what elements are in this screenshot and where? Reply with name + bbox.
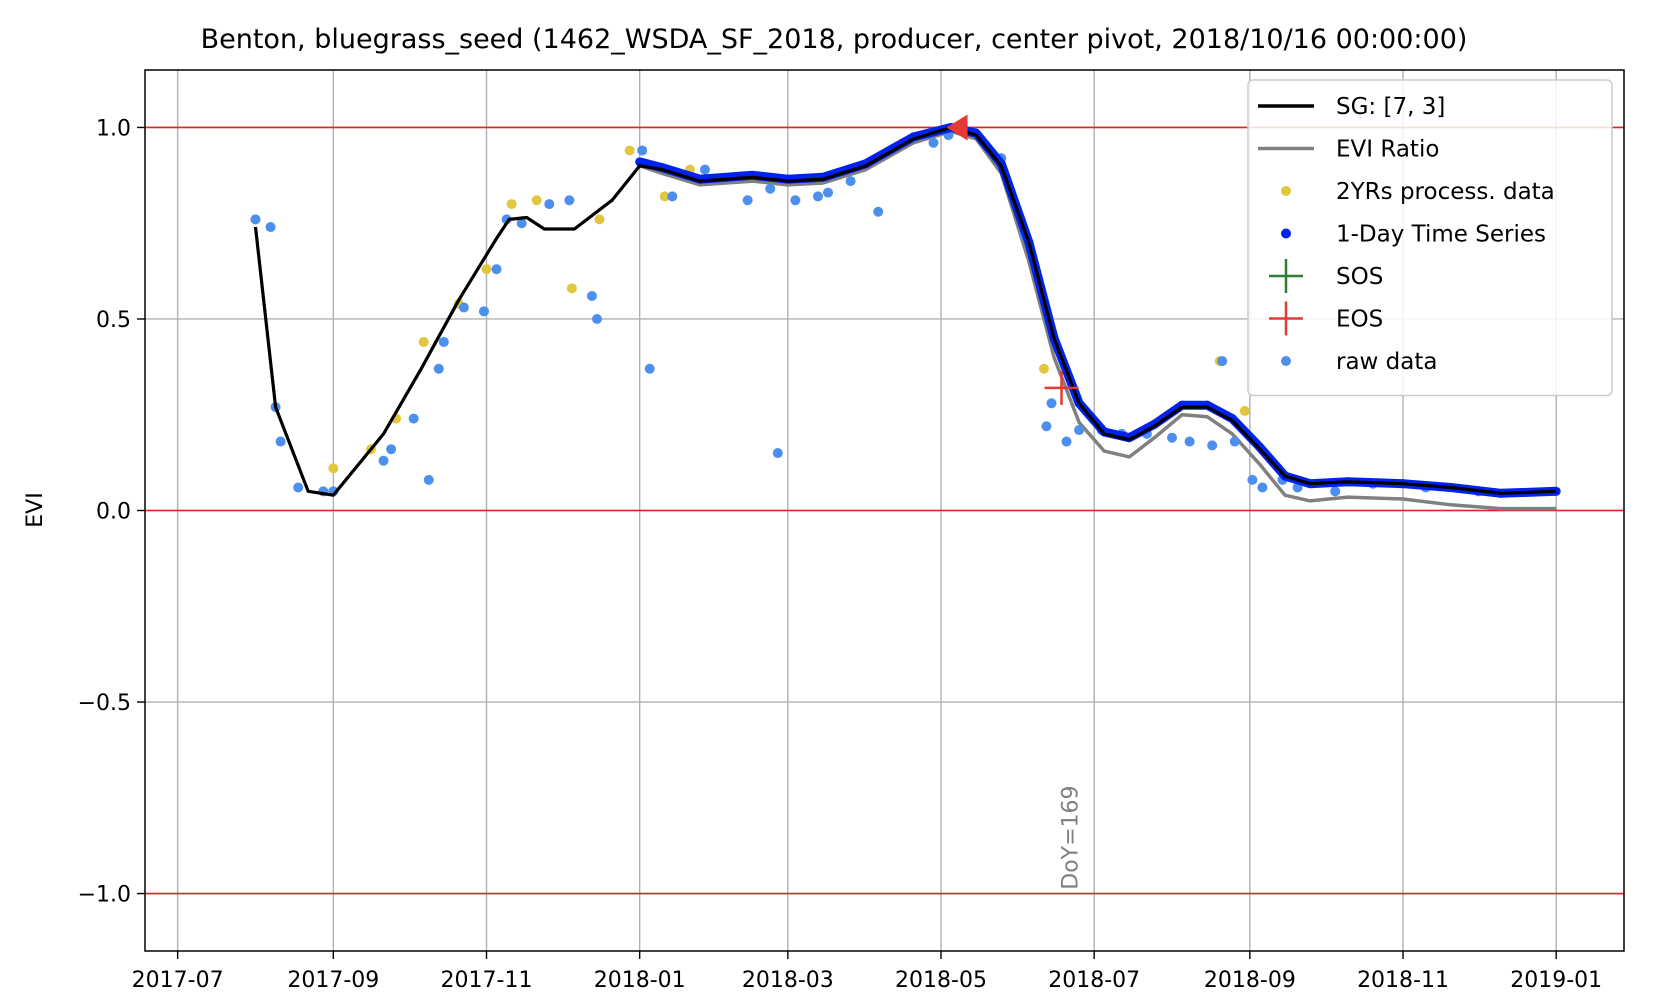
x-tick-label: 2018-11	[1357, 968, 1449, 993]
annotations: DoY=169	[1059, 785, 1084, 889]
legend-box	[1247, 79, 1613, 397]
raw-data-point	[564, 195, 575, 206]
raw-data-point	[458, 302, 469, 313]
sg-line	[253, 125, 1557, 497]
raw-data-point	[1074, 425, 1085, 436]
raw-data-point	[823, 187, 834, 198]
legend-swatch-dot	[1281, 356, 1291, 366]
peak-triangle-marker	[946, 114, 968, 141]
raw-data-point	[423, 474, 434, 485]
raw-data-point	[1167, 432, 1178, 443]
legend-label: 1-Day Time Series	[1336, 222, 1546, 248]
raw-data-point	[591, 313, 602, 324]
raw-data-point	[765, 183, 776, 194]
raw-data-point	[586, 290, 597, 301]
raw-data-point	[491, 264, 502, 275]
raw-data-point	[845, 176, 856, 187]
raw-data-point	[433, 363, 444, 374]
y-tick-label: 0.0	[96, 500, 131, 525]
x-axis: 2017-07 2017-09 2017-11 2018-01 2018-03 2018-…	[132, 951, 1602, 993]
legend-label: SG: [7, 3]	[1336, 94, 1445, 120]
raw-data-point	[478, 306, 489, 317]
raw-data-point	[1247, 474, 1258, 485]
yrs2-point	[1239, 405, 1250, 416]
raw-data-point	[699, 164, 710, 175]
raw-data-point	[1041, 421, 1052, 432]
legend-label: EOS	[1336, 307, 1383, 333]
one-day-point	[635, 157, 645, 167]
raw-data-point	[644, 363, 655, 374]
raw-data-point	[1229, 436, 1240, 447]
raw-data-point	[293, 482, 304, 493]
raw-data-point	[790, 195, 801, 206]
doy-annotation: DoY=169	[1059, 785, 1084, 889]
legend-swatch-dot	[1281, 186, 1291, 196]
x-tick-label: 2018-07	[1048, 968, 1140, 993]
raw-data-point	[1046, 398, 1057, 409]
y-axis-label: EVI	[23, 492, 48, 527]
yrs2-point	[481, 264, 492, 275]
raw-data-point	[1257, 482, 1268, 493]
raw-data-point	[772, 448, 783, 459]
raw-data-point	[1207, 440, 1218, 451]
yrs2-point	[659, 191, 670, 202]
raw-data-point	[742, 195, 753, 206]
yrs2-point	[566, 283, 577, 294]
legend: SG: [7, 3] EVI Ratio 2YRs process. data 1-D…	[1247, 79, 1613, 397]
y-axis: 1.0 0.5 0.0 −0.5 −1.0	[78, 116, 145, 908]
markers	[946, 114, 1079, 405]
one-day-point	[1551, 486, 1561, 496]
raw-data-point	[275, 436, 286, 447]
x-tick-label: 2017-09	[287, 968, 379, 993]
raw-data-point	[812, 191, 823, 202]
x-tick-label: 2019-01	[1510, 968, 1602, 993]
legend-label: SOS	[1336, 264, 1383, 290]
x-tick-label: 2018-05	[895, 968, 987, 993]
yrs2-point	[1038, 363, 1049, 374]
yrs2-point	[531, 195, 542, 206]
legend-label: 2YRs process. data	[1336, 179, 1555, 205]
raw-data-point	[1061, 436, 1072, 447]
yrs2-point	[594, 214, 605, 225]
y-tick-label: 0.5	[96, 308, 131, 333]
yrs2-point	[418, 336, 429, 347]
raw-data-point	[250, 214, 261, 225]
raw-data-point	[667, 191, 678, 202]
raw-data-point	[408, 413, 419, 424]
raw-data-point	[265, 222, 276, 233]
x-tick-label: 2017-11	[441, 968, 533, 993]
raw-data-point	[1184, 436, 1195, 447]
yrs2-point	[624, 145, 635, 156]
raw-data-point	[516, 218, 527, 229]
y-tick-label: −0.5	[78, 691, 131, 716]
evi-ratio-line	[639, 129, 1557, 511]
raw-data-point	[544, 199, 555, 210]
series-layer	[250, 122, 1561, 511]
y-tick-label: 1.0	[96, 116, 131, 141]
chart-title: Benton, bluegrass_seed (1462_WSDA_SF_201…	[201, 24, 1468, 55]
raw-data-point	[928, 137, 939, 148]
raw-data-point	[637, 145, 648, 156]
raw-data-point	[1330, 486, 1341, 497]
y-tick-label: −1.0	[78, 883, 131, 908]
legend-label: raw data	[1336, 349, 1437, 375]
raw-data-point	[1217, 356, 1228, 367]
yrs2-point	[328, 463, 339, 474]
x-tick-label: 2018-01	[594, 968, 686, 993]
x-tick-label: 2018-03	[742, 968, 834, 993]
legend-label: EVI Ratio	[1336, 137, 1439, 163]
raw-data-point	[386, 444, 397, 455]
raw-data-point	[873, 206, 884, 217]
yrs2-point	[506, 199, 517, 210]
raw-data-point	[438, 336, 449, 347]
x-tick-label: 2018-09	[1204, 968, 1296, 993]
raw-data-point	[378, 455, 389, 466]
x-tick-label: 2017-07	[132, 968, 224, 993]
legend-swatch-dot	[1281, 228, 1291, 239]
